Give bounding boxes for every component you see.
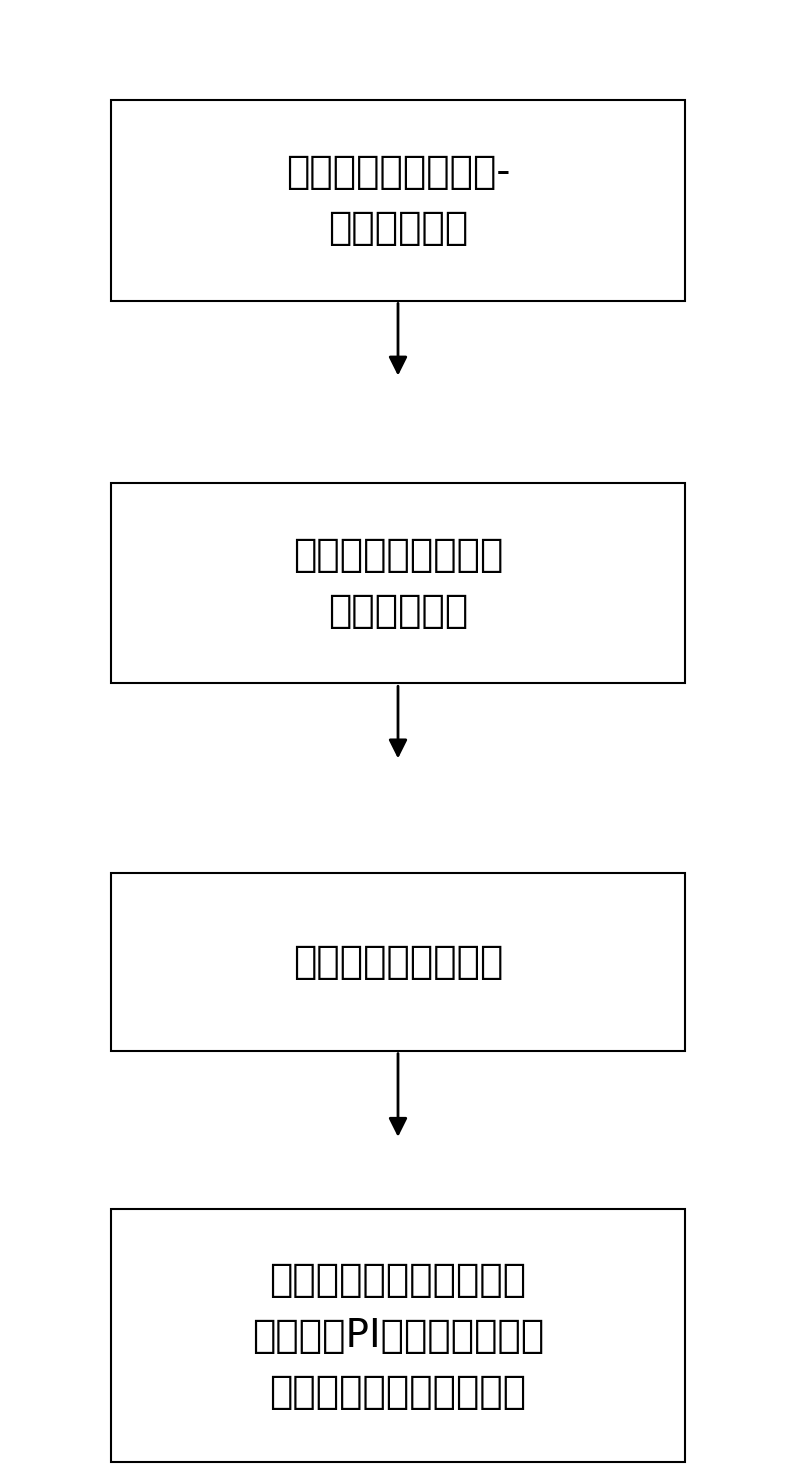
Bar [111, 484, 685, 683]
Bar [111, 1209, 685, 1462]
Text: 获取光伏电池的功率-
电压特性曲线: 获取光伏电池的功率- 电压特性曲线 [286, 153, 510, 248]
Text: 由速度因子得到步长: 由速度因子得到步长 [293, 942, 503, 981]
Text: 由功率电压特性曲线
得到速度因子: 由功率电压特性曲线 得到速度因子 [293, 536, 503, 631]
Bar [111, 873, 685, 1051]
Bar [111, 101, 685, 300]
Text: 根据扰动观察法的基本原
理，得到PI调节器的参考电
压，实现最大功率点跟踪: 根据扰动观察法的基本原 理，得到PI调节器的参考电 压，实现最大功率点跟踪 [252, 1260, 544, 1411]
